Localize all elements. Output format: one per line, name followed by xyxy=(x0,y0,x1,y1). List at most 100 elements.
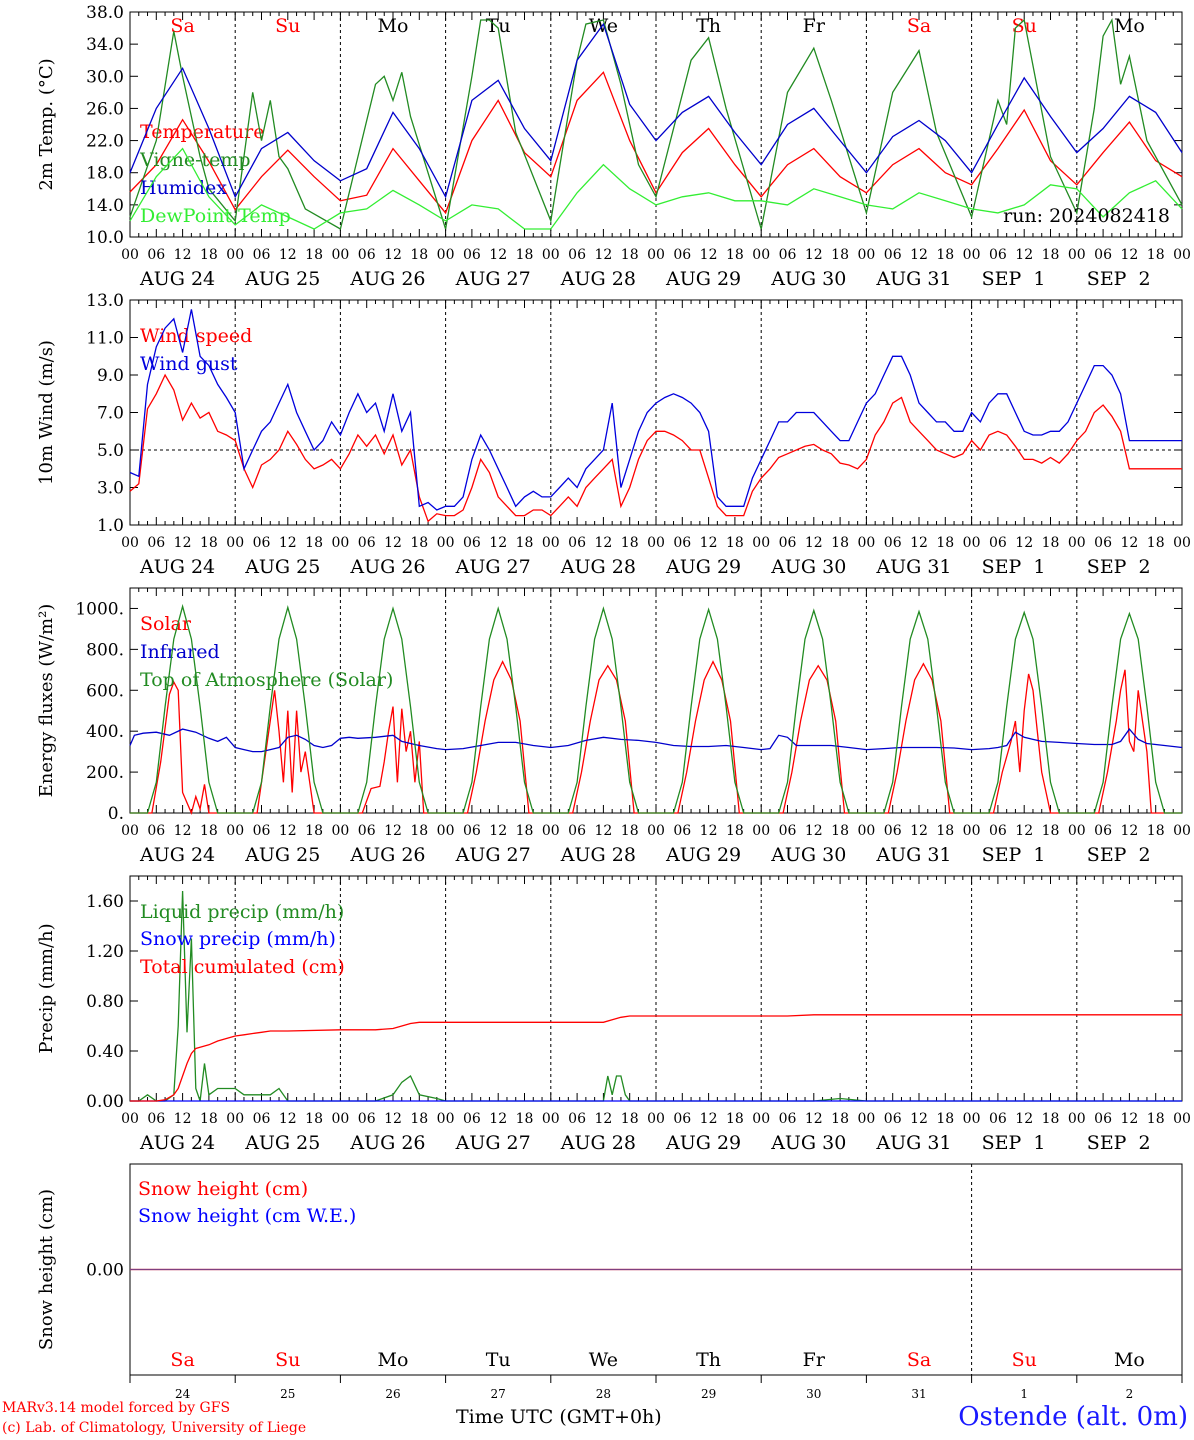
day-name-label: Su xyxy=(275,15,300,37)
series-line-wind-gust xyxy=(129,309,1182,511)
legend-entry: Total cumulated (cm) xyxy=(140,956,345,978)
hour-tick-label: 00 xyxy=(542,823,560,839)
y-tick-label: 34.0 xyxy=(86,35,124,55)
date-label: AUG 28 xyxy=(560,844,636,866)
date-label: AUG 29 xyxy=(665,1132,741,1154)
hour-tick-label: 00 xyxy=(226,247,244,263)
hour-tick-label: 00 xyxy=(437,1111,455,1127)
hour-tick-label: 06 xyxy=(568,1111,586,1127)
hour-tick-label: 06 xyxy=(989,823,1007,839)
day-name-label: Su xyxy=(1012,15,1037,37)
hour-tick-label: 12 xyxy=(700,823,718,839)
hour-tick-label: 12 xyxy=(174,1111,192,1127)
hour-tick-label: 12 xyxy=(1015,535,1033,551)
hour-tick-label: 18 xyxy=(200,1111,218,1127)
hour-tick-label: 00 xyxy=(857,823,875,839)
day-name-label: We xyxy=(589,1349,618,1371)
y-tick-label: 22.0 xyxy=(86,132,124,152)
date-label: SEP 2 xyxy=(1087,844,1151,866)
hour-tick-label: 06 xyxy=(568,247,586,263)
hour-tick-label: 00 xyxy=(542,535,560,551)
hour-tick-label: 06 xyxy=(463,247,481,263)
date-label: AUG 26 xyxy=(349,268,425,290)
date-label: AUG 31 xyxy=(875,556,951,578)
y-tick-label: 0.00 xyxy=(86,1261,124,1281)
hour-tick-label: 12 xyxy=(805,535,823,551)
y-tick-label: 18.0 xyxy=(86,164,124,184)
hour-tick-label: 18 xyxy=(410,823,428,839)
day-name-label: Tu xyxy=(486,1349,511,1371)
hour-tick-label: 06 xyxy=(358,247,376,263)
hour-tick-label: 18 xyxy=(936,823,954,839)
hour-tick-label: 06 xyxy=(147,247,165,263)
legend-entry: Snow height (cm) xyxy=(138,1178,308,1200)
series-line-vigne-temp xyxy=(129,17,1183,230)
hour-tick-label: 12 xyxy=(700,1111,718,1127)
hour-tick-label: 00 xyxy=(226,1111,244,1127)
date-label: SEP 2 xyxy=(1087,556,1151,578)
hour-tick-label: 18 xyxy=(1147,535,1165,551)
hour-tick-label: 00 xyxy=(331,1111,349,1127)
hour-tick-label: 00 xyxy=(121,247,139,263)
date-label: AUG 25 xyxy=(244,1132,320,1154)
y-axis-label: 10m Wind (m/s) xyxy=(36,340,57,485)
date-label: AUG 31 xyxy=(875,844,951,866)
hour-tick-label: 00 xyxy=(752,535,770,551)
day-name-label: Mo xyxy=(378,15,409,37)
hour-tick-label: 00 xyxy=(121,535,139,551)
series-line-infrared xyxy=(129,728,1183,753)
hour-tick-label: 18 xyxy=(936,535,954,551)
hour-tick-label: 12 xyxy=(700,247,718,263)
hour-tick-label: 18 xyxy=(305,1111,323,1127)
hour-tick-label: 00 xyxy=(1068,1111,1086,1127)
hour-tick-label: 12 xyxy=(594,535,612,551)
hour-tick-label: 12 xyxy=(910,1111,928,1127)
hour-tick-label: 12 xyxy=(489,1111,507,1127)
hour-tick-label: 18 xyxy=(831,247,849,263)
hour-tick-label: 00 xyxy=(963,823,981,839)
hour-tick-label: 12 xyxy=(1120,247,1138,263)
hour-tick-label: 00 xyxy=(331,535,349,551)
hour-tick-label: 12 xyxy=(174,535,192,551)
hour-tick-label: 00 xyxy=(437,247,455,263)
hour-tick-label: 06 xyxy=(989,535,1007,551)
y-axis-label: Precip (mm/h) xyxy=(36,923,57,1053)
day-number-label: 26 xyxy=(385,1387,400,1401)
date-label: AUG 24 xyxy=(139,844,215,866)
day-name-label: Mo xyxy=(378,1349,409,1371)
date-label: AUG 27 xyxy=(455,1132,531,1154)
hour-tick-label: 12 xyxy=(279,247,297,263)
hour-tick-label: 00 xyxy=(647,535,665,551)
hour-tick-label: 12 xyxy=(489,535,507,551)
date-label: AUG 25 xyxy=(244,844,320,866)
hour-tick-label: 06 xyxy=(253,823,271,839)
hour-tick-label: 00 xyxy=(437,535,455,551)
date-label: SEP 1 xyxy=(982,1132,1046,1154)
hour-tick-label: 18 xyxy=(516,247,534,263)
hour-tick-label: 06 xyxy=(147,1111,165,1127)
hour-tick-label: 18 xyxy=(516,1111,534,1127)
date-label: AUG 30 xyxy=(770,268,846,290)
hour-tick-label: 18 xyxy=(200,535,218,551)
hour-tick-label: 12 xyxy=(384,247,402,263)
hour-tick-label: 00 xyxy=(752,247,770,263)
date-label: AUG 24 xyxy=(139,556,215,578)
hour-tick-label: 18 xyxy=(621,535,639,551)
hour-tick-label: 06 xyxy=(463,535,481,551)
date-label: AUG 31 xyxy=(875,1132,951,1154)
hour-tick-label: 06 xyxy=(463,1111,481,1127)
hour-tick-label: 00 xyxy=(1173,247,1191,263)
hour-tick-label: 00 xyxy=(1068,823,1086,839)
hour-tick-label: 18 xyxy=(305,535,323,551)
day-name-label: Th xyxy=(696,15,721,37)
hour-tick-label: 00 xyxy=(963,535,981,551)
hour-tick-label: 12 xyxy=(279,1111,297,1127)
hour-tick-label: 00 xyxy=(1068,247,1086,263)
hour-tick-label: 12 xyxy=(174,247,192,263)
y-tick-label: 0.80 xyxy=(86,992,124,1012)
hour-tick-label: 18 xyxy=(831,1111,849,1127)
time-axis-label: Time UTC (GMT+0h) xyxy=(456,1406,662,1428)
hour-tick-label: 00 xyxy=(857,535,875,551)
day-name-label: Su xyxy=(275,1349,300,1371)
day-name-label: Sa xyxy=(170,15,194,37)
